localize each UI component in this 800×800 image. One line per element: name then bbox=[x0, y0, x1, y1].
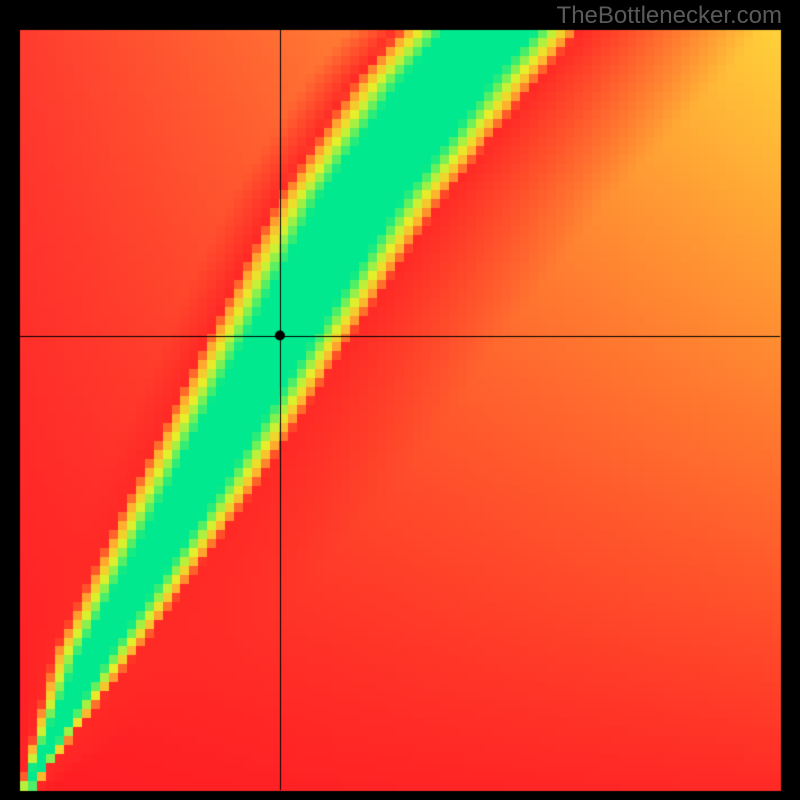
watermark-text: TheBottlenecker.com bbox=[557, 2, 782, 30]
chart-container: { "canvas": { "width": 800, "height": 80… bbox=[0, 0, 800, 800]
heatmap-canvas bbox=[0, 0, 800, 800]
